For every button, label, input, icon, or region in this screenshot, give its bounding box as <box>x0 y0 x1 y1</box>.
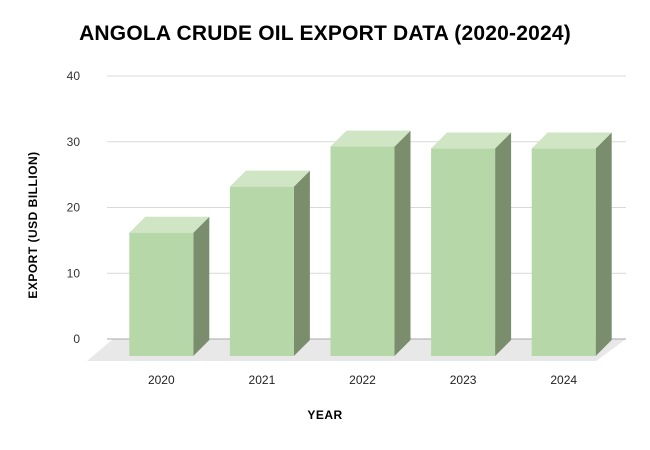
x-tick-label: 2021 <box>249 373 276 387</box>
y-tick-label: 40 <box>67 69 81 83</box>
chart-title: ANGOLA CRUDE OIL EXPORT DATA (2020-2024) <box>79 22 571 45</box>
bar <box>531 148 596 356</box>
bar <box>330 146 395 356</box>
x-axis-label: YEAR <box>307 408 343 422</box>
bar-side <box>394 130 411 356</box>
y-tick-label: 0 <box>73 332 80 346</box>
bar <box>431 148 496 356</box>
bar-top <box>431 132 512 149</box>
bar-top <box>129 216 210 233</box>
x-tick-label: 2020 <box>148 373 175 387</box>
x-tick-label: 2022 <box>349 373 376 387</box>
bar-top <box>330 130 411 147</box>
bar <box>129 232 194 356</box>
bar-top <box>229 170 310 187</box>
bar-side <box>595 132 612 356</box>
bar-side <box>293 170 310 356</box>
bar-top <box>531 132 612 149</box>
bar <box>229 186 294 356</box>
y-tick-label: 30 <box>67 135 81 149</box>
x-tick-label: 2023 <box>450 373 477 387</box>
y-tick-label: 20 <box>67 201 81 215</box>
bar-side <box>495 132 512 356</box>
y-tick-label: 10 <box>67 266 81 280</box>
x-tick-label: 2024 <box>550 373 577 387</box>
bar-side <box>193 216 210 356</box>
